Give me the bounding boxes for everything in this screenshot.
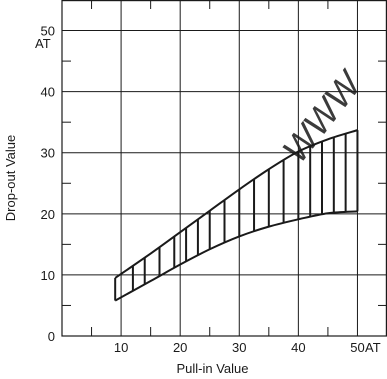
y-unit-label: AT (35, 36, 51, 51)
x-tick-label-20: 20 (173, 340, 187, 355)
grid (62, 0, 387, 336)
y-tick-label-30: 30 (41, 146, 55, 161)
x-tick-label-10: 10 (114, 340, 128, 355)
x-tick-label-30: 30 (232, 340, 246, 355)
hatch-lines (114, 130, 359, 301)
y-tick-label-10: 10 (41, 268, 55, 283)
x-tick-labels: 10 20 30 40 50 (114, 340, 365, 355)
x-tick-label-40: 40 (291, 340, 305, 355)
x-unit-label: AT (365, 340, 381, 355)
lower-curve (114, 210, 358, 302)
y-tick-labels: 0 10 20 30 40 50 (41, 24, 55, 344)
minor-ticks (62, 0, 387, 336)
y-tick-label-20: 20 (41, 207, 55, 222)
y-tick-label-0: 0 (48, 329, 55, 344)
y-tick-label-40: 40 (41, 85, 55, 100)
x-axis-title: Pull-in Value (176, 361, 248, 376)
y-axis-title: Drop-out Value (3, 135, 18, 221)
upper-curve (114, 129, 358, 279)
x-tick-label-50: 50 (350, 340, 364, 355)
band-curves (114, 129, 358, 302)
plot-frame (61, 0, 387, 337)
y-tick-label-50: 50 (41, 24, 55, 39)
